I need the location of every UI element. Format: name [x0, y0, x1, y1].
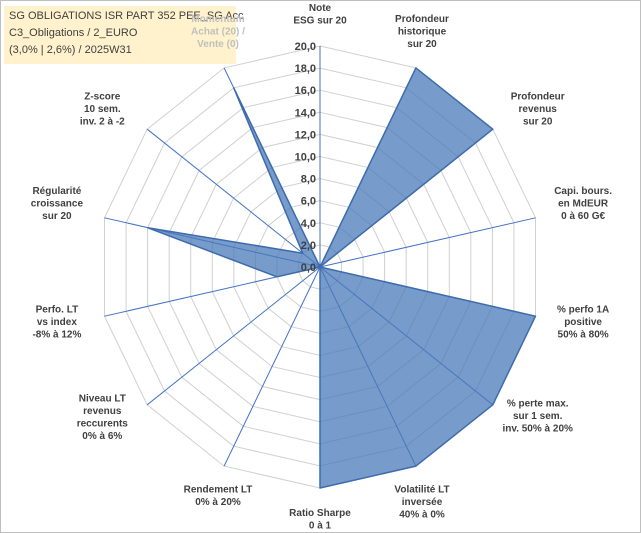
axis-label-line: 50% à 80%	[558, 329, 609, 340]
tick-label: 6,0	[301, 196, 316, 208]
axis-label-line: en MdEUR	[558, 199, 609, 210]
tick-label: 10,0	[295, 152, 316, 164]
axis-label-line: Profondeur	[511, 92, 565, 103]
axis-spoke	[223, 266, 321, 467]
axis-spoke	[146, 128, 321, 268]
axis-label-line: 0 à 60 G€	[561, 211, 605, 222]
tick-label: 18,0	[295, 63, 316, 75]
axis-label-line: Achat (20) /	[191, 26, 245, 37]
axis-label-line: positive	[564, 317, 602, 328]
axis-label-line: vs index	[37, 317, 77, 328]
axis-label-line: revenus	[519, 104, 558, 115]
axis-label-line: Momentum	[191, 14, 244, 25]
tick-label: 20,0	[295, 41, 316, 53]
axis-label-group: Note ESG sur 20	[293, 3, 347, 27]
axis-label-line: Z-score	[84, 92, 121, 103]
axis-label-line: 0 à 1	[309, 521, 332, 532]
data-series	[146, 67, 537, 489]
axis-label-line: reccurents	[77, 419, 129, 430]
axis-label-line: Capi. bours.	[554, 186, 612, 197]
fund-category: C3_Obligations / 2_EURO	[9, 27, 138, 39]
axis-label-line: ESG sur 20	[293, 16, 347, 27]
axis-label-line: Perfo. LT	[36, 304, 79, 315]
axis-spoke	[319, 217, 536, 268]
axis-label-line: Niveau LT	[79, 394, 126, 405]
axis-label-line: sur 20	[42, 211, 72, 222]
axis-label-line: Ratio Sharpe	[289, 508, 351, 519]
axis-label-line: 0% à 6%	[82, 431, 122, 442]
axis-label-line: -8% à 12%	[32, 329, 81, 340]
axis-label-line: inv. 50% à 20%	[502, 424, 573, 435]
tick-label: 8,0	[301, 174, 316, 186]
axis-label-line: historique	[398, 26, 447, 37]
axis-label-line: 0% à 20%	[195, 497, 241, 508]
tick-label: 0,0	[301, 262, 316, 274]
axis-label-line: 40% à 0%	[399, 510, 445, 521]
fund-stats: (3,0% | 2,6%) / 2025W31	[9, 44, 132, 56]
axis-label-group: Rendement LT0% à 20%	[184, 485, 253, 509]
tick-label: 16,0	[295, 85, 316, 97]
tick-label: 14,0	[295, 107, 316, 119]
axis-label-line: % perte max.	[507, 399, 569, 410]
tick-labels: 0,0 2,0 4,0 6,0 8,0 10,0 12,0 14,0 16,0 18,0 20,0	[295, 41, 316, 274]
axis-label-line: Rendement LT	[184, 485, 253, 496]
axis-label-group: % perte max.sur 1 sem. inv. 50% à 20%	[502, 399, 573, 435]
axis-label-line: Profondeur	[395, 14, 449, 25]
axis-label-line: 10 sem.	[84, 104, 121, 115]
axis-label-line: % perfo 1A	[557, 304, 609, 315]
axis-label-line: inv. 2 à -2	[80, 117, 125, 128]
fund-name: SG OBLIGATIONS ISR PART 352 PEE_SG Acc	[9, 10, 244, 22]
axis-label-line: Vente (0)	[197, 39, 239, 50]
axis-label-group: Ratio Sharpe 0 à 1	[289, 508, 351, 532]
axis-label-line: Note	[309, 3, 332, 14]
axis-label-line: Régularité	[32, 186, 81, 197]
axis-label-line: sur 20	[523, 117, 553, 128]
series-area	[146, 67, 537, 489]
tick-label: 12,0	[295, 129, 316, 141]
axis-label-line: inversée	[402, 497, 443, 508]
axis-spoke	[146, 266, 321, 406]
axis-label-line: sur 20	[407, 39, 437, 50]
axis-label-line: Volatilité LT	[394, 485, 449, 496]
axis-label-line: croissance	[31, 199, 84, 210]
axis-label-line: revenus	[83, 406, 122, 417]
fund-info-box: SG OBLIGATIONS ISR PART 352 PEE_SG Acc C…	[4, 6, 244, 64]
tick-label: 2,0	[301, 240, 316, 252]
tick-label: 4,0	[301, 218, 316, 230]
axis-label-line: sur 1 sem.	[513, 411, 563, 422]
axis-label-group: Perfo. LT vs index-8% à 12%	[32, 304, 81, 340]
